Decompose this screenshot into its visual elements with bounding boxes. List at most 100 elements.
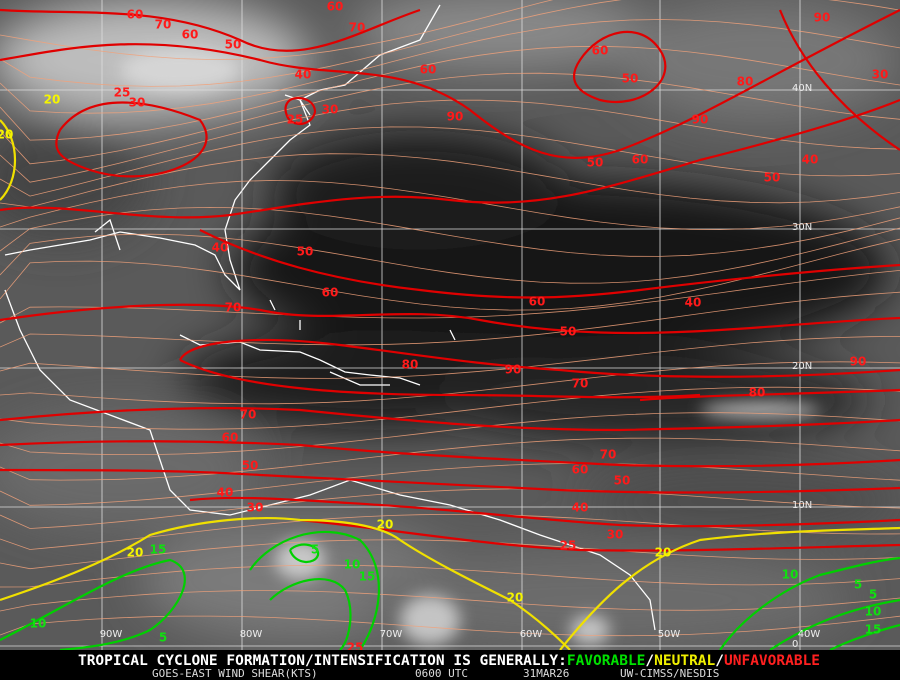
favorable: FAVORABLE [567,653,646,669]
contour-label: 20 [0,128,13,142]
contour-label: 20 [655,546,672,560]
longitude-label: 80W [240,629,263,640]
footer: TROPICAL CYCLONE FORMATION/INTENSIFICATI… [0,650,900,680]
contour-label: 25 [114,86,131,100]
contour-label: 30 [607,528,624,542]
contour-label: 50 [560,325,577,339]
contour-label: 5 [311,543,319,557]
contour-label: 50 [614,474,631,488]
contour-label: 90 [692,113,709,127]
streamline [0,291,900,348]
longitude-label: 60W [520,629,543,640]
contour-label: 30 [129,96,146,110]
streamline [0,206,900,257]
longitude-label: 70W [380,629,403,640]
streamline [0,0,900,87]
contour-label: 50 [764,171,781,185]
time: 0600 UTC [415,667,468,680]
contour-label: 90 [447,110,464,124]
streamline [0,463,900,506]
contour-label: 10 [782,568,799,582]
contour-label: 50 [622,72,639,86]
latitude-label: 40N [792,83,812,94]
footer-line-2: GOES-EAST WIND SHEAR(KTS) 0600 UTC 31MAR… [152,667,719,680]
contour-label: 60 [632,153,649,167]
contour-label: 50 [587,156,604,170]
longitude-label: 40W [798,629,821,640]
contour-label: 60 [572,463,589,477]
contour-label: 90 [850,355,867,369]
contour-label: 10 [30,617,47,631]
contour-label: 25 [560,539,577,553]
source: UW-CIMSS/NESDIS [620,667,719,680]
contour-label: 60 [222,431,239,445]
contour-label: 70 [600,448,617,462]
shear-contours [0,8,900,652]
streamline [0,45,900,141]
date: 31MAR26 [523,667,569,680]
contour-label: 40 [212,241,229,255]
separator: / [715,653,724,669]
contour-label: 40 [685,296,702,310]
contour-label: 60 [327,0,344,14]
contour-label: 70 [225,301,242,315]
streamline [0,539,900,570]
streamline [0,0,554,60]
contour-label: 20 [44,93,61,107]
contour-label: 10 [865,605,882,619]
contour-label: 90 [814,11,831,25]
contour-label: 40 [217,486,234,500]
contour-label: 5 [854,578,862,592]
contour-label: 70 [349,21,366,35]
streamline [0,590,900,612]
contour-label: 50 [225,38,242,52]
contour-label: 10 [344,558,361,572]
streamline [0,72,900,165]
unfavorable: UNFAVORABLE [724,653,820,669]
streamline [0,361,900,405]
contour-label: 5 [159,631,167,645]
contour-label: 20 [377,518,394,532]
latitude-label: 30N [792,222,812,233]
streamlines [0,0,900,637]
contour-label: 60 [127,8,144,22]
contour-label: 80 [737,75,754,89]
longitude-label: 50W [658,629,681,640]
footer-prefix: TROPICAL CYCLONE FORMATION/INTENSIFICATI… [78,653,567,669]
product: GOES-EAST WIND SHEAR(KTS) [152,667,318,680]
contour-label: 70 [240,408,257,422]
streamline [0,412,900,455]
latitude-label: 20N [792,361,812,372]
contour-label: 60 [322,286,339,300]
contour-label: 25 [287,113,304,127]
streamline [0,153,900,208]
streamline [0,270,900,324]
latitude-label: 10N [792,500,812,511]
streamline [0,437,900,481]
contour-label: 20 [127,546,144,560]
contour-label: 40 [572,501,589,515]
contour-label: 15 [865,623,882,637]
streamline [0,386,900,430]
contour-label: 60 [420,63,437,77]
contour-label: 60 [592,44,609,58]
contour-label: 60 [182,28,199,42]
contour-label: 40 [295,68,312,82]
contour-label: 60 [529,295,546,309]
streamline [0,99,900,183]
streamline [0,19,900,114]
streamline [0,336,900,379]
streamline [0,227,900,284]
contour-label: 70 [155,18,172,32]
streamline [0,513,900,550]
streamline [0,488,900,529]
contour-label: 30 [322,103,339,117]
contour-label: 50 [297,245,314,259]
contour-label: 80 [749,386,766,400]
contour-label: 80 [402,358,419,372]
streamline [0,615,900,637]
contour-label: 15 [359,570,376,584]
streamline [0,180,900,231]
